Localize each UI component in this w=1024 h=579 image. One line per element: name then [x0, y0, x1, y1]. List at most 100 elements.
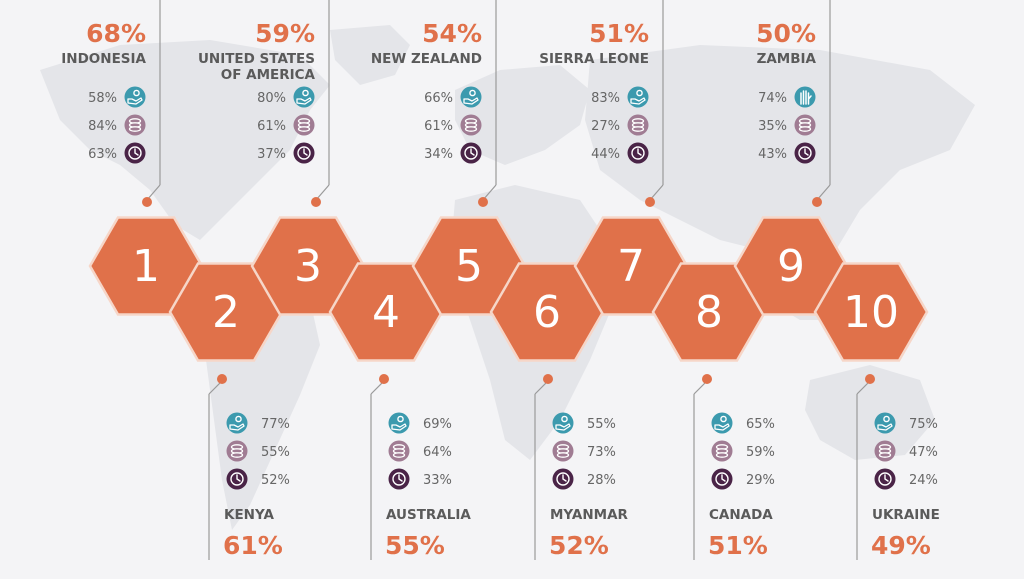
coin-stack-icon [293, 114, 315, 136]
europe-landmass [455, 65, 590, 165]
rank-hexagon-3: 3 [250, 216, 366, 316]
total-percentage: 54% [422, 19, 482, 48]
metric-value: 33% [423, 473, 452, 488]
total-percentage: 51% [589, 19, 649, 48]
metric-value: 80% [257, 91, 286, 106]
rank-number: 6 [533, 287, 561, 338]
coin-stack-icon [874, 440, 896, 462]
metric-value: 59% [746, 445, 775, 460]
connector-dot [217, 374, 227, 384]
connector-dot [865, 374, 875, 384]
clock-icon [794, 142, 816, 164]
connector-dot [812, 197, 822, 207]
country-name: CANADA [709, 507, 773, 523]
clock-icon [627, 142, 649, 164]
coin-stack-icon [460, 114, 482, 136]
country-panels: 68%INDONESIA58%84%63%77%55%52%KENYA61%59… [61, 19, 940, 560]
rank-number: 1 [132, 241, 160, 292]
metric-value: 66% [424, 91, 453, 106]
clock-icon [874, 468, 896, 490]
hand-coin-icon [388, 412, 410, 434]
hand-coin-icon [711, 412, 733, 434]
total-percentage: 52% [549, 531, 609, 560]
connector-dot [645, 197, 655, 207]
coin-stack-icon [794, 114, 816, 136]
metric-value: 44% [591, 147, 620, 162]
metric-value: 58% [88, 91, 117, 106]
clock-icon [711, 468, 733, 490]
coin-stack-icon [552, 440, 574, 462]
hand-coin-icon [226, 412, 248, 434]
country-panel-zambia: 50% ZAMBIA 74% 35% 43% [756, 19, 817, 164]
metric-value: 74% [758, 91, 787, 106]
clock-icon [226, 468, 248, 490]
rank-number: 7 [617, 241, 645, 292]
australia-landmass [805, 365, 935, 460]
clock-icon [388, 468, 410, 490]
clock-icon [460, 142, 482, 164]
hand-coin-icon [874, 412, 896, 434]
country-panel-ukraine: 75% 47% 24% UKRAINE 49% [871, 412, 940, 560]
country-name: KENYA [224, 507, 274, 523]
total-percentage: 59% [255, 19, 315, 48]
metric-value: 34% [424, 147, 453, 162]
rank-number: 8 [695, 287, 723, 338]
coin-stack-icon [124, 114, 146, 136]
clock-icon [293, 142, 315, 164]
total-percentage: 61% [223, 531, 283, 560]
metric-value: 35% [758, 119, 787, 134]
metric-value: 47% [909, 445, 938, 460]
metric-value: 43% [758, 147, 787, 162]
country-name: MYANMAR [550, 507, 629, 523]
country-panel-canada: 65% 59% 29% CANADA 51% [708, 412, 775, 560]
rank-number: 5 [455, 241, 483, 292]
connector-dot [379, 374, 389, 384]
clock-icon [124, 142, 146, 164]
country-name: UKRAINE [872, 507, 940, 523]
total-percentage: 49% [871, 531, 931, 560]
hand-coin-icon [627, 86, 649, 108]
metric-value: 55% [261, 445, 290, 460]
country-name: INDONESIA [61, 51, 146, 67]
metric-value: 61% [424, 119, 453, 134]
rank-hexagon-4: 4 [328, 262, 444, 362]
clock-icon [552, 468, 574, 490]
coin-stack-icon [711, 440, 733, 462]
rank-hexagon-10: 10 [813, 262, 929, 362]
connector-dot [702, 374, 712, 384]
country-name: UNITED STATES [198, 51, 315, 67]
rank-number: 10 [843, 287, 899, 338]
rank-number: 2 [212, 287, 240, 338]
country-panel-sierra-leone: 51% SIERRA LEONE 83% 27% 44% [539, 19, 649, 164]
hand-coin-icon [552, 412, 574, 434]
asia-landmass [585, 45, 975, 280]
coin-stack-icon [226, 440, 248, 462]
rank-number: 9 [777, 241, 805, 292]
country-panel-myanmar: 55% 73% 28% MYANMAR 52% [549, 412, 629, 560]
coin-stack-icon [388, 440, 410, 462]
metric-value: 65% [746, 417, 775, 432]
country-name: ZAMBIA [757, 51, 817, 67]
hand-coin-icon [293, 86, 315, 108]
metric-value: 28% [587, 473, 616, 488]
rank-number: 3 [294, 241, 322, 292]
metric-value: 37% [257, 147, 286, 162]
metric-value: 75% [909, 417, 938, 432]
metric-value: 73% [587, 445, 616, 460]
metric-value: 61% [257, 119, 286, 134]
country-name: OF AMERICA [221, 67, 316, 83]
metric-value: 63% [88, 147, 117, 162]
metric-value: 24% [909, 473, 938, 488]
country-panel-new-zealand: 54% NEW ZEALAND 66% 61% 34% [371, 19, 482, 164]
connector-lines [142, 0, 875, 560]
metric-value: 69% [423, 417, 452, 432]
metric-value: 64% [423, 445, 452, 460]
metric-value: 29% [746, 473, 775, 488]
country-name: SIERRA LEONE [539, 51, 649, 67]
metric-value: 27% [591, 119, 620, 134]
country-name: NEW ZEALAND [371, 51, 482, 67]
metric-value: 55% [587, 417, 616, 432]
